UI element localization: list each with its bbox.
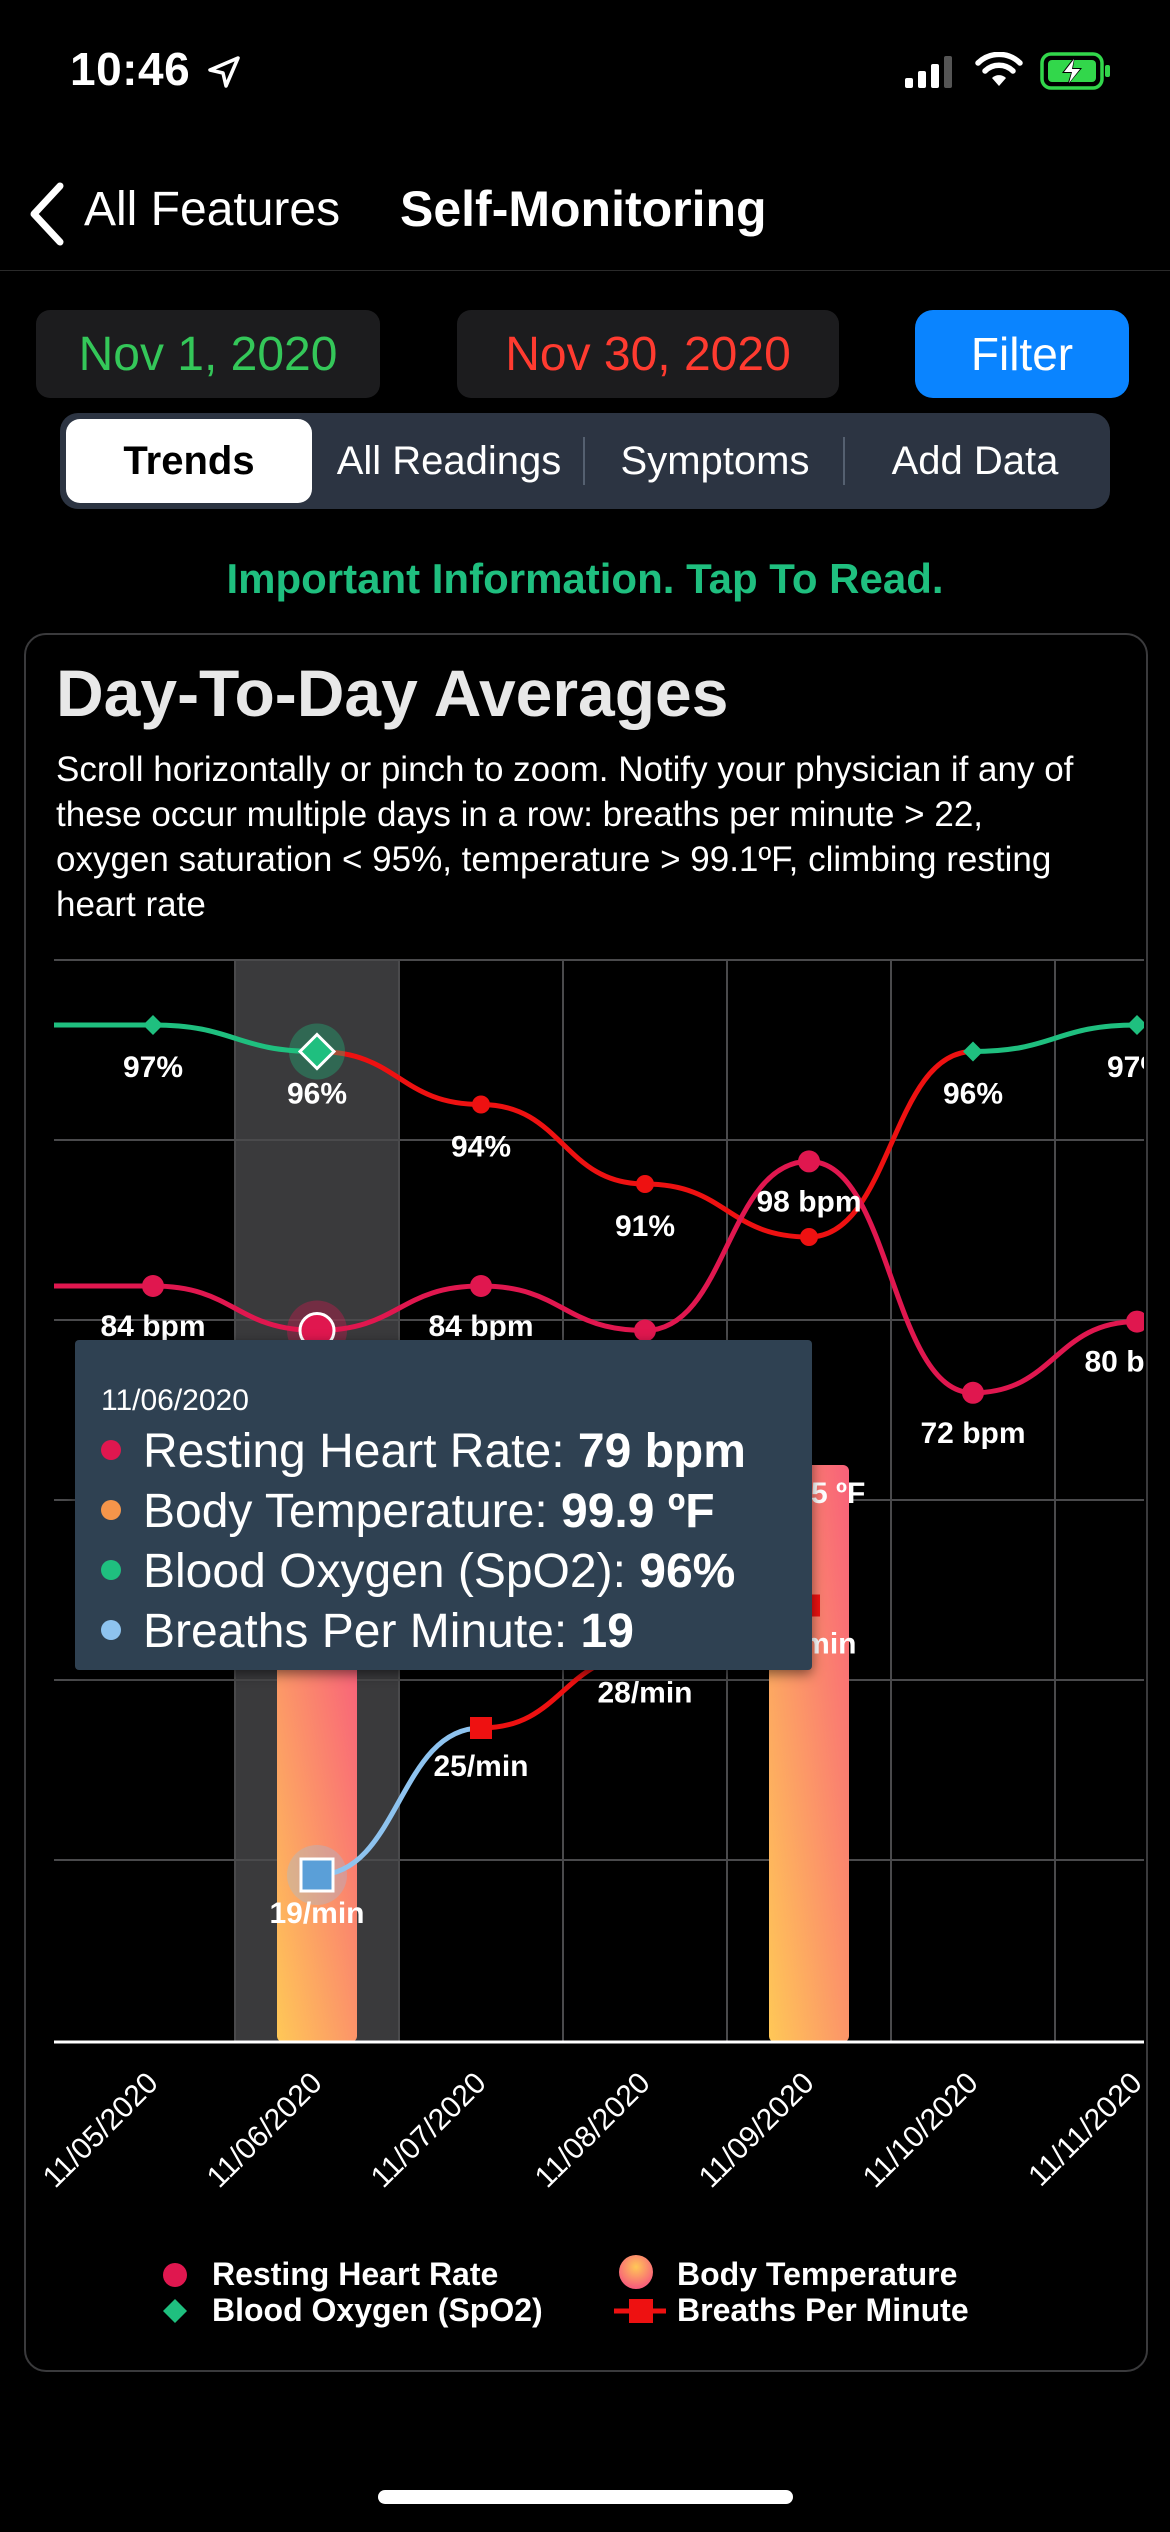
- end-date-picker[interactable]: Nov 30, 2020: [457, 310, 839, 398]
- x-tick-label: 11/11/2020: [1022, 2066, 1148, 2192]
- breaths-point: [470, 1717, 492, 1739]
- blood-oxygen-legend-icon: [163, 2299, 187, 2323]
- wifi-icon: [975, 52, 1023, 86]
- x-tick-label: 11/09/2020: [693, 2066, 821, 2194]
- battery-charging-icon: [1040, 52, 1110, 90]
- home-indicator: [378, 2490, 793, 2504]
- heart-rate-label: 84 bpm: [428, 1310, 533, 1343]
- breaths-label: 25/min: [433, 1750, 528, 1783]
- tooltip-row-blood-oxygen: Blood Oxygen (SpO2): 96%: [101, 1544, 735, 1599]
- spo2-line-segment: [480, 1102, 646, 1187]
- chart-tooltip: 11/06/2020 Resting Heart Rate: 79 bpm Bo…: [75, 1340, 812, 1670]
- heart-rate-label: 98 bpm: [756, 1185, 861, 1218]
- tab-trends[interactable]: Trends: [66, 419, 312, 503]
- spo2-label: 91%: [615, 1210, 675, 1243]
- heart-rate-point: [798, 1150, 820, 1173]
- back-chevron-icon[interactable]: [22, 178, 68, 250]
- heart-rate-label: 84 bpm: [100, 1310, 205, 1343]
- x-tick-label: 11/05/2020: [37, 2066, 165, 2194]
- spo2-point: [297, 1032, 337, 1071]
- spo2-label: 96%: [943, 1078, 1003, 1111]
- x-tick-label: 11/06/2020: [201, 2066, 329, 2194]
- temperature-bar: [277, 1645, 357, 2042]
- tab-symptoms[interactable]: Symptoms: [620, 438, 810, 483]
- spo2-point: [636, 1175, 654, 1193]
- heart-rate-point: [470, 1275, 492, 1297]
- legend-breaths-per-minute: Breaths Per Minute: [677, 2292, 969, 2328]
- tooltip-date: 11/06/2020: [101, 1384, 249, 1417]
- heart-rate-point: [142, 1275, 164, 1297]
- card-description: Scroll horizontally or pinch to zoom. No…: [56, 750, 1074, 924]
- spo2-label: 97%: [123, 1051, 183, 1084]
- important-information-link[interactable]: Important Information. Tap To Read.: [226, 555, 944, 602]
- spo2-line-segment: [644, 1181, 810, 1240]
- spo2-line-segment: [316, 1049, 482, 1107]
- x-tick-label: 11/10/2020: [857, 2066, 985, 2194]
- navigation-bar: All Features Self-Monitoring: [0, 160, 1170, 271]
- tab-divider: [843, 437, 845, 485]
- status-time: 10:46: [70, 43, 191, 95]
- breaths-dot-icon: [101, 1620, 121, 1641]
- blood-oxygen-dot-icon: [101, 1560, 121, 1581]
- cellular-signal-icon: [905, 56, 952, 88]
- spo2-label: 96%: [287, 1078, 347, 1111]
- tab-all-readings[interactable]: All Readings: [336, 438, 562, 483]
- spo2-line-segment: [152, 1022, 318, 1054]
- heart-rate-dot-icon: [101, 1440, 121, 1461]
- x-tick-label: 11/07/2020: [365, 2066, 493, 2194]
- legend-blood-oxygen: Blood Oxygen (SpO2): [212, 2292, 543, 2328]
- heart-rate-legend-icon: [163, 2263, 187, 2287]
- spo2-point: [963, 1041, 983, 1062]
- filter-button[interactable]: Filter: [915, 310, 1129, 398]
- card-title: Day-To-Day Averages: [56, 656, 729, 730]
- heart-rate-point: [634, 1319, 656, 1342]
- tab-add-data[interactable]: Add Data: [891, 438, 1059, 483]
- breaths-legend-icon: [614, 2299, 666, 2323]
- breaths-label: 19/min: [269, 1897, 364, 1930]
- page-title: Self-Monitoring: [400, 181, 767, 237]
- heart-rate-label: 80 bpm: [1084, 1346, 1170, 1379]
- heart-rate-label: 72 bpm: [920, 1417, 1025, 1450]
- spo2-point: [800, 1228, 818, 1246]
- breaths-line-segment: [316, 1725, 482, 1878]
- spo2-line-segment: [808, 1049, 974, 1240]
- body-temperature-dot-icon: [101, 1500, 121, 1521]
- tab-divider: [583, 437, 585, 485]
- spo2-line-segment: [972, 1022, 1138, 1054]
- heart-rate-point: [962, 1381, 984, 1404]
- legend-body-temperature: Body Temperature: [677, 2256, 958, 2292]
- tab-segmented-control: Trends All Readings Symptoms Add Data: [60, 413, 1110, 509]
- location-arrow-icon: [208, 56, 240, 88]
- x-tick-label: 11/08/2020: [529, 2066, 657, 2194]
- start-date-picker[interactable]: Nov 1, 2020: [36, 310, 380, 398]
- spo2-point: [472, 1095, 490, 1114]
- back-button[interactable]: All Features: [84, 183, 341, 236]
- spo2-point: [143, 1015, 163, 1035]
- breaths-point: [299, 1857, 335, 1893]
- status-bar: 10:46: [0, 0, 1170, 150]
- spo2-label: 94%: [451, 1131, 511, 1164]
- tooltip-row-heart-rate: Resting Heart Rate: 79 bpm: [101, 1424, 746, 1479]
- spo2-point: [1127, 1015, 1144, 1035]
- tooltip-row-body-temperature: Body Temperature: 99.9 ºF: [101, 1484, 715, 1539]
- spo2-label: 97%: [1107, 1051, 1167, 1084]
- heart-rate-point: [1126, 1310, 1144, 1333]
- legend-heart-rate: Resting Heart Rate: [212, 2256, 499, 2292]
- tooltip-row-breaths-per-minute: Breaths Per Minute: 19: [101, 1604, 634, 1659]
- body-temperature-legend-icon: [619, 2255, 653, 2289]
- breaths-label: 28/min: [597, 1677, 692, 1710]
